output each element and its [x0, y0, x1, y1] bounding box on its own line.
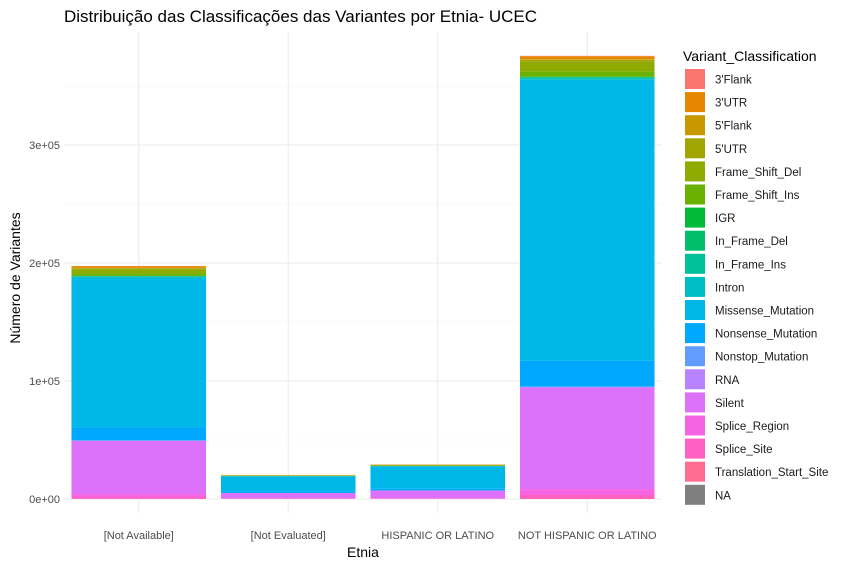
legend-swatch [685, 231, 705, 251]
bar-segment [71, 269, 206, 273]
y-tick-label: 3e+05 [29, 140, 60, 152]
y-tick-label: 2e+05 [29, 258, 60, 270]
bar-segment [370, 491, 505, 499]
bar-segment [71, 268, 206, 269]
legend-swatch [685, 416, 705, 436]
bar-segment [520, 489, 655, 495]
bar-segment [520, 59, 655, 60]
legend-label: Intron [715, 282, 744, 294]
legend: 3'Flank 3'UTR 5'Flank 5'UTR Frame_Shift_Del F… [685, 69, 828, 505]
legend-swatch [685, 138, 705, 158]
legend-label: In_Frame_Ins [715, 259, 786, 271]
legend-label: 3'Flank [715, 75, 752, 87]
legend-swatch [685, 254, 705, 274]
x-axis-ticks: [Not Available] [Not Evaluated] HISPANIC O… [104, 530, 657, 542]
bar-segment [370, 466, 505, 488]
legend-swatch [685, 346, 705, 366]
bar-segment [520, 80, 655, 361]
y-axis-ticks: 0e+00 1e+05 2e+05 3e+05 [29, 140, 60, 506]
x-axis-title: Etnia [347, 544, 379, 560]
bar-segment [520, 71, 655, 76]
x-tick-label: [Not Available] [104, 530, 174, 542]
legend-swatch [685, 323, 705, 343]
bar-segment [221, 493, 356, 498]
bar-segment [71, 278, 206, 428]
legend-swatch [685, 369, 705, 389]
y-tick-label: 0e+00 [29, 494, 60, 506]
x-tick-label: NOT HISPANIC OR LATINO [518, 530, 657, 542]
bars [71, 56, 654, 499]
bar-segment [71, 497, 206, 499]
legend-label: Missense_Mutation [715, 306, 814, 318]
legend-label: 5'Flank [715, 121, 752, 133]
legend-label: NA [715, 490, 731, 502]
legend-label: Frame_Shift_Ins [715, 190, 800, 202]
bar-segment [520, 78, 655, 80]
legend-label: Splice_Site [715, 444, 773, 456]
legend-swatch [685, 208, 705, 228]
bar-segment [221, 476, 356, 491]
bar-segment [370, 465, 505, 466]
bar-segment [520, 387, 655, 388]
bar-segment [520, 60, 655, 62]
y-axis-title: Número de Variantes [7, 212, 23, 343]
legend-label: RNA [715, 375, 740, 387]
legend-label: IGR [715, 213, 735, 225]
legend-label: Translation_Start_Site [715, 467, 828, 479]
legend-label: Frame_Shift_Del [715, 167, 801, 179]
bar-segment [370, 489, 505, 491]
legend-title: Variant_Classification [683, 48, 817, 64]
legend-swatch [685, 277, 705, 297]
legend-swatch [685, 69, 705, 89]
legend-swatch [685, 439, 705, 459]
legend-label: 5'UTR [715, 144, 747, 156]
bar-segment [71, 494, 206, 497]
bar-segment [520, 495, 655, 499]
bar-segment [71, 274, 206, 276]
legend-label: Splice_Region [715, 421, 789, 433]
x-tick-label: [Not Evaluated] [251, 530, 326, 542]
bar-segment [520, 62, 655, 71]
bar-segment [71, 427, 206, 440]
bar-segment [71, 441, 206, 494]
legend-swatch [685, 300, 705, 320]
legend-label: Nonstop_Mutation [715, 352, 808, 364]
legend-swatch [685, 462, 705, 482]
legend-label: Silent [715, 398, 745, 410]
bar-segment [520, 77, 655, 78]
bar-segment [71, 277, 206, 278]
legend-swatch [685, 161, 705, 181]
legend-swatch [685, 185, 705, 205]
legend-label: Nonsense_Mutation [715, 329, 817, 341]
legend-swatch [685, 485, 705, 505]
x-tick-label: HISPANIC OR LATINO [381, 530, 494, 542]
chart-title: Distribuição das Classificações das Vari… [64, 7, 537, 26]
bar-segment [71, 266, 206, 268]
legend-label: 3'UTR [715, 98, 747, 110]
bar-segment [221, 492, 356, 493]
legend-swatch [685, 92, 705, 112]
bar-segment [520, 56, 655, 59]
legend-label: In_Frame_Del [715, 236, 788, 248]
legend-swatch [685, 115, 705, 135]
y-tick-label: 1e+05 [29, 376, 60, 388]
bar-segment [520, 361, 655, 387]
bar-segment [520, 388, 655, 489]
legend-swatch [685, 392, 705, 412]
